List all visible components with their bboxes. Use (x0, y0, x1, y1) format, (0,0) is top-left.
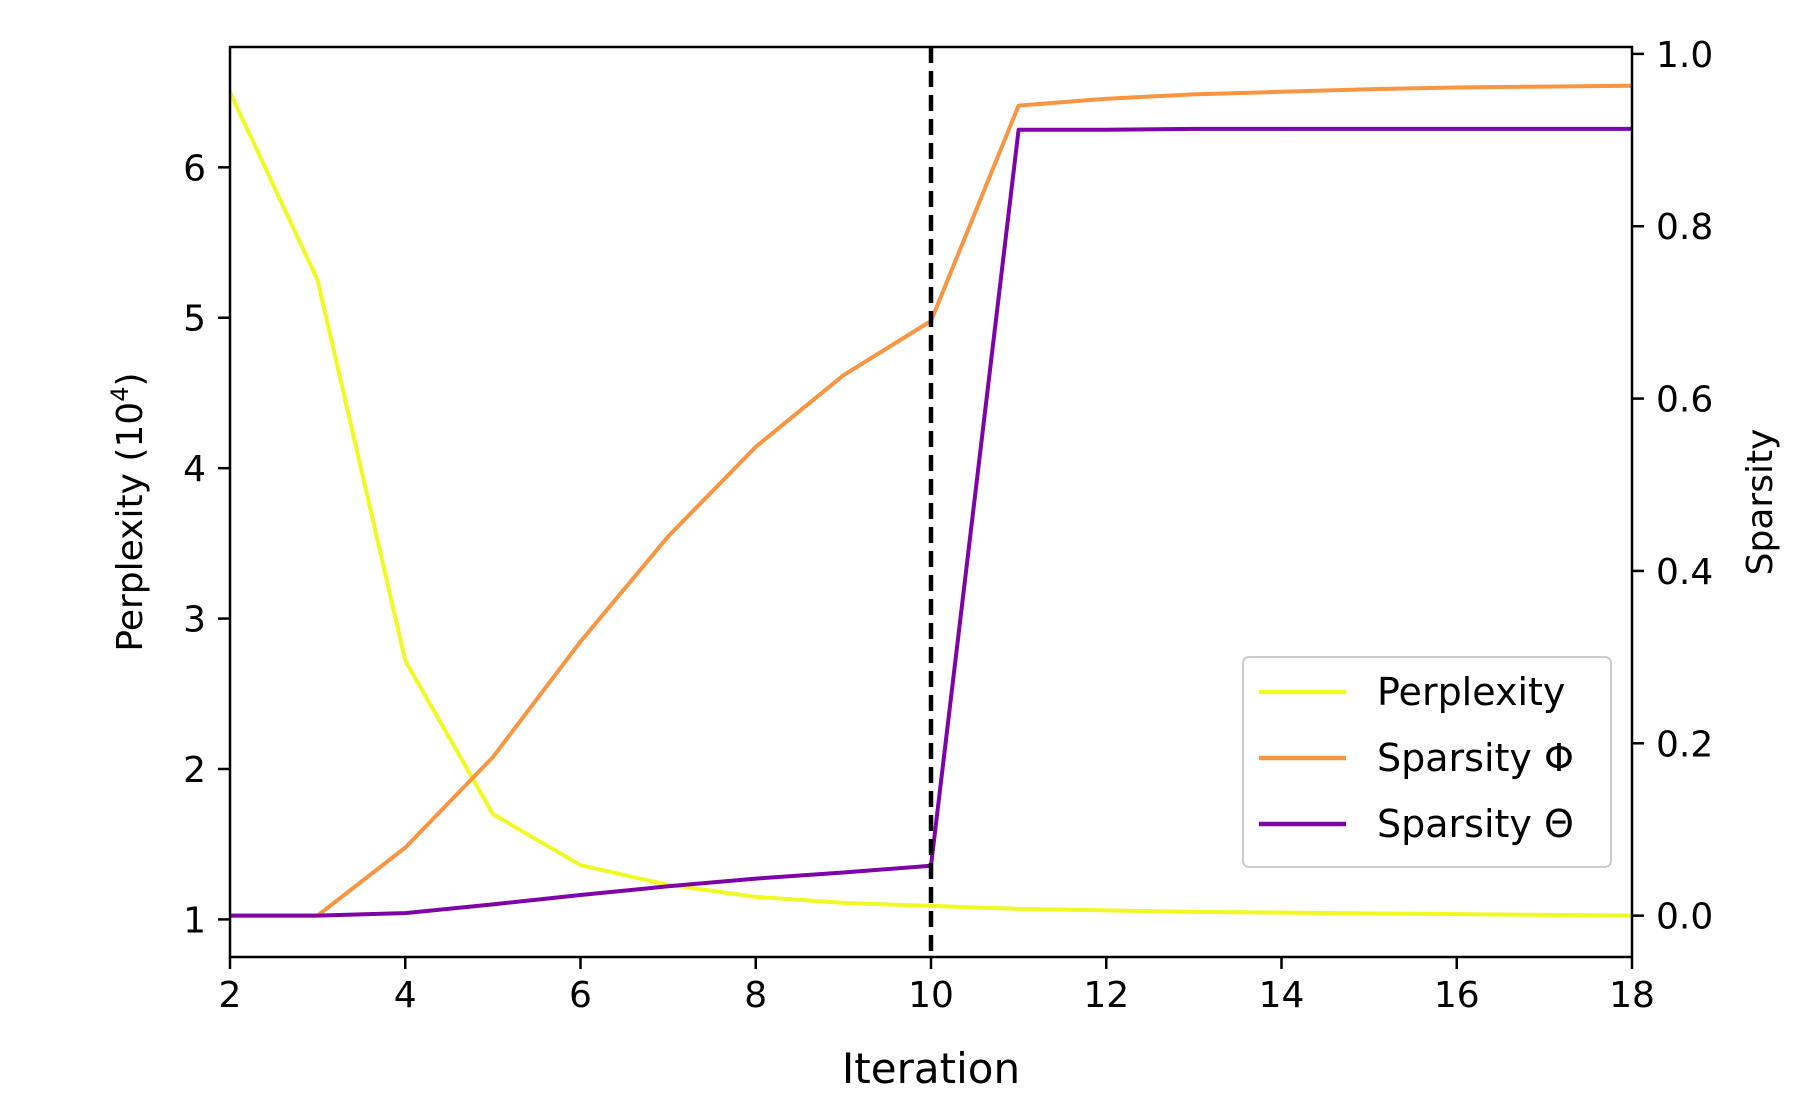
y-right-tick-label: 1.0 (1656, 35, 1713, 76)
legend-box (1242, 656, 1612, 868)
legend-label: Sparsity Φ (1377, 736, 1574, 780)
legend-label: Perplexity (1377, 670, 1565, 714)
x-tick-label: 8 (744, 975, 767, 1016)
legend-label: Sparsity Θ (1377, 802, 1574, 846)
x-tick-label: 6 (569, 975, 592, 1016)
y-axis-left-ticks: 1 2 3 4 5 6 (183, 148, 230, 941)
x-tick-label: 18 (1609, 975, 1655, 1016)
x-tick-label: 12 (1083, 975, 1129, 1016)
x-tick-label: 4 (394, 975, 417, 1016)
y-axis-right-title: Sparsity (1740, 429, 1781, 576)
y-left-tick-label: 2 (183, 750, 206, 791)
y-axis-left-title-close: ) (110, 372, 151, 386)
x-axis-title: Iteration (842, 1044, 1020, 1093)
x-axis-ticks: 2 4 6 8 10 12 14 16 18 (219, 957, 1655, 1016)
y-axis-right-ticks: 0.0 0.2 0.4 0.6 0.8 1.0 (1632, 35, 1713, 938)
legend-item-1: Sparsity Φ (1259, 736, 1574, 780)
y-right-tick-label: 0.2 (1656, 724, 1713, 765)
y-axis-left-title-exponent: 4 (106, 386, 134, 401)
y-left-tick-label: 4 (183, 449, 206, 490)
y-left-tick-label: 3 (183, 600, 206, 641)
x-tick-label: 14 (1259, 975, 1305, 1016)
x-tick-label: 10 (908, 975, 954, 1016)
y-right-tick-label: 0.6 (1656, 380, 1713, 421)
y-right-tick-label: 0.8 (1656, 207, 1713, 248)
y-left-tick-label: 1 (183, 900, 206, 941)
y-left-tick-label: 5 (183, 299, 206, 340)
y-left-tick-label: 6 (183, 148, 206, 189)
y-axis-left-title-main: Perplexity (10 (110, 402, 151, 652)
legend: Perplexity Sparsity Φ Sparsity Θ (1242, 656, 1612, 868)
y-right-tick-label: 0.0 (1656, 897, 1713, 938)
legend-item-2: Sparsity Θ (1259, 802, 1574, 846)
legend-item-0: Perplexity (1259, 670, 1565, 714)
x-tick-label: 16 (1434, 975, 1480, 1016)
legend-items: Perplexity Sparsity Φ Sparsity Θ (1259, 670, 1574, 846)
series-0 (228, 91, 1633, 918)
y-right-tick-label: 0.4 (1656, 552, 1713, 593)
y-axis-left-title: Perplexity (104) (106, 372, 151, 651)
x-tick-label: 2 (219, 975, 242, 1016)
